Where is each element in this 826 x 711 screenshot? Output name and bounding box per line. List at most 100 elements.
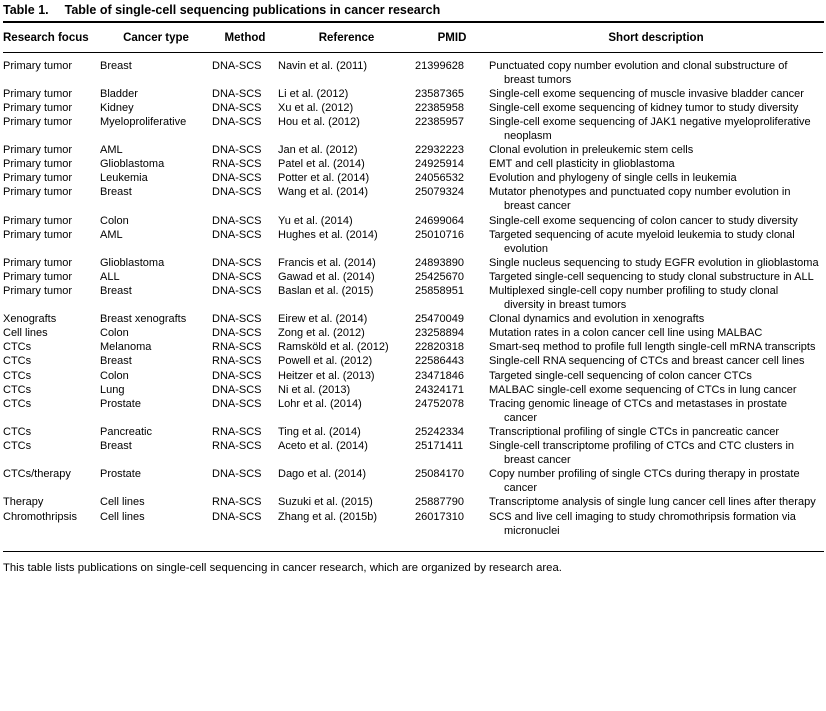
- cell-pmid: 24056532: [415, 172, 464, 185]
- cell-pmid: 25171411: [415, 440, 464, 453]
- cell-method: DNA-SCS: [212, 468, 262, 481]
- cell-description: Single-cell exome sequencing of JAK1 neg…: [489, 115, 811, 142]
- table-row: Primary tumor Leukemia DNA-SCS Potter et al…: [3, 171, 823, 185]
- cell-pmid: 23258894: [415, 327, 464, 340]
- cell-cancer: Kidney: [100, 101, 134, 114]
- cell-reference: Xu et al. (2012): [278, 101, 354, 114]
- cell-cancer: Colon: [100, 369, 129, 382]
- cell-focus: Primary tumor: [3, 270, 73, 283]
- cell-cancer: Pancreatic: [100, 425, 152, 438]
- cell-description: Single-cell exome sequencing of kidney t…: [489, 101, 799, 114]
- cell-pmid: 21399628: [415, 59, 464, 72]
- cell-method: RNA-SCS: [212, 341, 262, 354]
- cell-cancer: Breast xenografts: [100, 313, 187, 326]
- cell-cancer: Breast: [100, 355, 132, 368]
- cell-reference: Ni et al. (2013): [278, 383, 351, 396]
- paper-table-page: Table 1. Table of single-cell sequencing …: [3, 3, 824, 574]
- cell-description: Clonal evolution in preleukemic stem cel…: [489, 144, 694, 157]
- cell-focus: CTCs: [3, 440, 32, 453]
- cell-method: DNA-SCS: [212, 270, 262, 283]
- cell-method: DNA-SCS: [212, 101, 262, 114]
- cell-description: Clonal dynamics and evolution in xenogra…: [489, 313, 705, 326]
- table-row: Primary tumor Breast DNA-SCS Navin et al. (…: [3, 52, 823, 87]
- cell-description: MALBAC single-cell exome sequencing of C…: [489, 383, 797, 396]
- cell-method: DNA-SCS: [212, 214, 262, 227]
- top-rule: [3, 21, 824, 23]
- cell-cancer: Colon: [100, 327, 129, 340]
- cell-description: Smart-seq method to profile full length …: [489, 341, 816, 354]
- table-row: Primary tumor Glioblastoma DNA-SCS Francis …: [3, 256, 823, 270]
- cell-method: DNA-SCS: [212, 186, 262, 199]
- cell-focus: CTCs: [3, 397, 32, 410]
- cell-pmid: 24699064: [415, 214, 464, 227]
- cell-focus: Primary tumor: [3, 172, 73, 185]
- cell-cancer: Breast: [100, 440, 132, 453]
- cell-reference: Hou et al. (2012): [278, 115, 360, 128]
- cell-method: RNA-SCS: [212, 425, 262, 438]
- cell-focus: Primary tumor: [3, 228, 73, 241]
- cell-description: Transcriptional profiling of single CTCs…: [489, 425, 779, 438]
- cell-cancer: Myeloproliferative: [100, 115, 187, 128]
- table-row: CTCs Lung DNA-SCS Ni et al. (2013) 24324171 M…: [3, 383, 823, 397]
- cell-reference: Suzuki et al. (2015): [278, 496, 373, 509]
- cell-reference: Aceto et al. (2014): [278, 440, 368, 453]
- cell-reference: Ramsköld et al. (2012): [278, 341, 389, 354]
- table-row: CTCs Melanoma RNA-SCS Ramsköld et al. (2012…: [3, 340, 823, 354]
- cell-description: Mutation rates in a colon cancer cell li…: [489, 327, 763, 340]
- cell-method: DNA-SCS: [212, 327, 262, 340]
- cell-cancer: AML: [100, 144, 123, 157]
- cell-reference: Lohr et al. (2014): [278, 397, 362, 410]
- cell-description: Multiplexed single-cell copy number prof…: [489, 285, 779, 312]
- table-row: Primary tumor Colon DNA-SCS Yu et al. (2014…: [3, 214, 823, 228]
- cell-focus: Primary tumor: [3, 101, 73, 114]
- cell-reference: Baslan et al. (2015): [278, 285, 374, 297]
- cell-cancer: Cell lines: [100, 496, 145, 509]
- cell-pmid: 24925914: [415, 158, 464, 171]
- table-body: Primary tumor Breast DNA-SCS Navin et al. (…: [3, 52, 823, 538]
- cell-reference: Navin et al. (2011): [278, 59, 368, 72]
- cell-reference: Heitzer et al. (2013): [278, 369, 375, 382]
- cell-pmid: 22820318: [415, 341, 464, 354]
- cell-reference: Dago et al. (2014): [278, 468, 367, 481]
- table-row: Primary tumor Kidney DNA-SCS Xu et al. (201…: [3, 101, 823, 115]
- cell-description: Single-cell exome sequencing of colon ca…: [489, 214, 798, 227]
- cell-description: Single nucleus sequencing to study EGFR …: [489, 256, 819, 269]
- cell-focus: Primary tumor: [3, 59, 73, 72]
- cell-cancer: Bladder: [100, 87, 138, 100]
- cell-description: Single-cell RNA sequencing of CTCs and b…: [489, 355, 805, 368]
- cell-cancer: Cell lines: [100, 510, 145, 523]
- cell-focus: Chromothripsis: [3, 510, 77, 523]
- publications-table: Research focus Cancer type Method Refere…: [3, 23, 823, 538]
- cell-description: Targeted single-cell sequencing to study…: [489, 270, 814, 283]
- cell-reference: Potter et al. (2014): [278, 172, 370, 185]
- cell-cancer: Glioblastoma: [100, 158, 165, 171]
- cell-reference: Patel et al. (2014): [278, 158, 365, 171]
- cell-method: DNA-SCS: [212, 144, 262, 157]
- column-header-cancer-type: Cancer type: [100, 23, 212, 53]
- cell-description: Evolution and phylogeny of single cells …: [489, 172, 737, 185]
- cell-method: DNA-SCS: [212, 383, 262, 396]
- column-header-research-focus: Research focus: [3, 23, 100, 53]
- cell-reference: Yu et al. (2014): [278, 214, 353, 227]
- cell-focus: Primary tumor: [3, 214, 73, 227]
- cell-reference: Francis et al. (2014): [278, 256, 376, 269]
- cell-description: Punctuated copy number evolution and clo…: [489, 59, 788, 86]
- cell-pmid: 25470049: [415, 313, 464, 326]
- cell-pmid: 25010716: [415, 228, 464, 241]
- cell-description: Single-cell exome sequencing of muscle i…: [489, 87, 804, 100]
- cell-pmid: 23471846: [415, 369, 464, 382]
- cell-method: DNA-SCS: [212, 87, 262, 100]
- cell-focus: Xenografts: [3, 313, 57, 326]
- table-label: Table 1.: [3, 3, 49, 17]
- table-row: CTCs Colon DNA-SCS Heitzer et al. (2013) 234…: [3, 369, 823, 383]
- column-header-method: Method: [212, 23, 278, 53]
- cell-method: DNA-SCS: [212, 59, 262, 72]
- table-row: Primary tumor ALL DNA-SCS Gawad et al. (201…: [3, 270, 823, 284]
- cell-description: Mutator phenotypes and punctuated copy n…: [489, 186, 791, 213]
- cell-method: RNA-SCS: [212, 496, 262, 509]
- bottom-rule: [3, 550, 824, 552]
- cell-focus: CTCs: [3, 341, 32, 354]
- cell-pmid: 24893890: [415, 256, 464, 269]
- cell-reference: Zhang et al. (2015b): [278, 510, 378, 523]
- column-header-pmid: PMID: [415, 23, 489, 53]
